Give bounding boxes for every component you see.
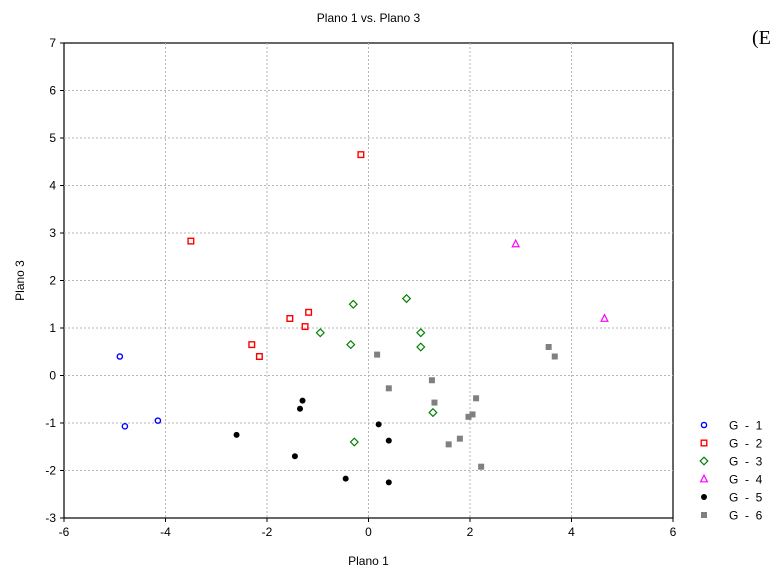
data-point bbox=[600, 313, 609, 322]
y-tick-label: 0 bbox=[49, 369, 56, 383]
axis-ticks: -6 -4 -2 0 2 4 6 -3 -2 -1 0 1 2 3 4 5 6 7 bbox=[45, 36, 676, 539]
legend-label: G - 2 bbox=[729, 437, 763, 451]
data-point bbox=[511, 238, 521, 248]
series-g-3 bbox=[315, 293, 438, 447]
data-point bbox=[416, 328, 426, 338]
legend-label: G - 5 bbox=[729, 491, 763, 505]
data-point bbox=[187, 237, 195, 245]
data-point bbox=[255, 353, 263, 361]
y-tick-label: -1 bbox=[45, 416, 56, 430]
data-point bbox=[545, 344, 552, 350]
data-point bbox=[456, 435, 463, 442]
x-tick-label: -4 bbox=[160, 525, 171, 539]
series-g-2 bbox=[187, 151, 365, 361]
legend-marker bbox=[699, 456, 709, 466]
legend-marker bbox=[701, 512, 707, 518]
legend-label: G - 4 bbox=[729, 473, 763, 487]
data-point bbox=[348, 299, 358, 309]
x-tick-label: 6 bbox=[670, 525, 677, 539]
y-tick-label: 3 bbox=[49, 226, 56, 240]
data-point bbox=[248, 341, 256, 349]
grid-lines bbox=[64, 43, 673, 518]
data-point bbox=[315, 328, 325, 338]
legend-marker bbox=[700, 439, 708, 447]
data-point bbox=[431, 399, 438, 406]
data-point bbox=[357, 151, 365, 159]
legend: G - 1 G - 2 G - 3 G - 4 G - 5 G - 6 bbox=[699, 419, 763, 523]
data-point bbox=[116, 353, 124, 360]
data-point bbox=[478, 463, 485, 470]
data-point bbox=[349, 437, 359, 447]
data-points bbox=[116, 151, 609, 486]
series-g-4 bbox=[511, 238, 609, 322]
data-point bbox=[286, 315, 294, 323]
series-g-6 bbox=[374, 344, 558, 470]
chart-title: Plano 1 vs. Plano 3 bbox=[317, 11, 421, 25]
data-point bbox=[445, 441, 452, 448]
series-g-1 bbox=[116, 353, 162, 430]
y-tick-label: 7 bbox=[49, 36, 56, 50]
data-point bbox=[296, 405, 303, 412]
legend-label: G - 6 bbox=[729, 509, 763, 523]
data-point bbox=[385, 437, 392, 444]
legend-marker bbox=[700, 421, 708, 429]
data-point bbox=[375, 421, 382, 428]
data-point bbox=[374, 351, 381, 358]
x-tick-label: 2 bbox=[467, 525, 474, 539]
y-tick-label: -3 bbox=[45, 511, 56, 525]
data-point bbox=[301, 323, 309, 331]
data-point bbox=[299, 397, 306, 404]
data-point bbox=[428, 377, 435, 384]
y-tick-label: 4 bbox=[49, 179, 56, 193]
corner-text: (E bbox=[752, 27, 771, 49]
y-tick-label: 1 bbox=[49, 321, 56, 335]
data-point bbox=[305, 308, 313, 316]
data-point bbox=[473, 395, 480, 402]
legend-marker bbox=[701, 494, 707, 500]
series-g-5 bbox=[233, 397, 392, 486]
legend-label: G - 1 bbox=[729, 419, 763, 433]
x-axis-title: Plano 1 bbox=[348, 554, 389, 568]
data-point bbox=[233, 431, 240, 438]
x-tick-label: 0 bbox=[365, 525, 372, 539]
data-point bbox=[291, 453, 298, 460]
y-tick-label: 5 bbox=[49, 131, 56, 145]
data-point bbox=[385, 479, 392, 486]
data-point bbox=[465, 413, 472, 420]
y-tick-label: 6 bbox=[49, 84, 56, 98]
x-tick-label: 4 bbox=[568, 525, 575, 539]
x-tick-label: -6 bbox=[59, 525, 70, 539]
data-point bbox=[154, 417, 162, 424]
data-point bbox=[469, 411, 476, 418]
y-tick-label: -2 bbox=[45, 464, 56, 478]
data-point bbox=[416, 342, 426, 352]
data-point bbox=[551, 353, 558, 360]
y-tick-label: 2 bbox=[49, 274, 56, 288]
legend-label: G - 3 bbox=[729, 455, 763, 469]
data-point bbox=[121, 423, 129, 430]
legend-marker bbox=[699, 473, 709, 483]
data-point bbox=[401, 293, 412, 304]
data-point bbox=[342, 475, 349, 482]
data-point bbox=[428, 407, 438, 418]
data-point bbox=[346, 339, 356, 350]
data-point bbox=[385, 385, 392, 392]
x-tick-label: -2 bbox=[262, 525, 273, 539]
y-axis-title: Plano 3 bbox=[13, 260, 27, 301]
